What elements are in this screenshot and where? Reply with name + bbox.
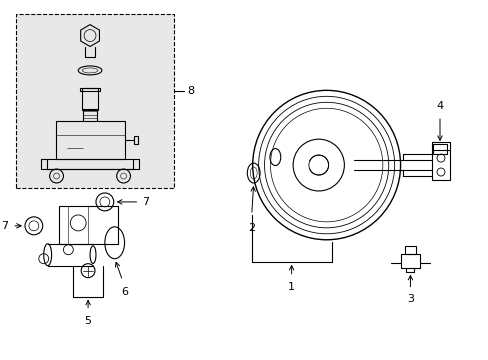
Bar	[16, 14, 174, 188]
Text: 6: 6	[121, 287, 128, 297]
Bar	[82, 88, 98, 110]
Bar	[56, 121, 124, 159]
Bar	[46, 159, 133, 169]
Text: 5: 5	[84, 316, 91, 327]
Bar	[16, 14, 174, 188]
Bar	[432, 144, 446, 154]
Bar	[80, 88, 100, 91]
Text: 4: 4	[436, 101, 443, 111]
Text: 8: 8	[187, 86, 194, 96]
Text: 1: 1	[287, 282, 295, 292]
Bar	[404, 246, 415, 254]
Bar	[59, 206, 118, 244]
Text: 3: 3	[406, 293, 413, 303]
Bar	[431, 150, 449, 180]
Text: 2: 2	[247, 223, 255, 233]
Bar	[400, 254, 419, 268]
Text: 7: 7	[1, 221, 8, 231]
Text: 7: 7	[142, 197, 149, 207]
